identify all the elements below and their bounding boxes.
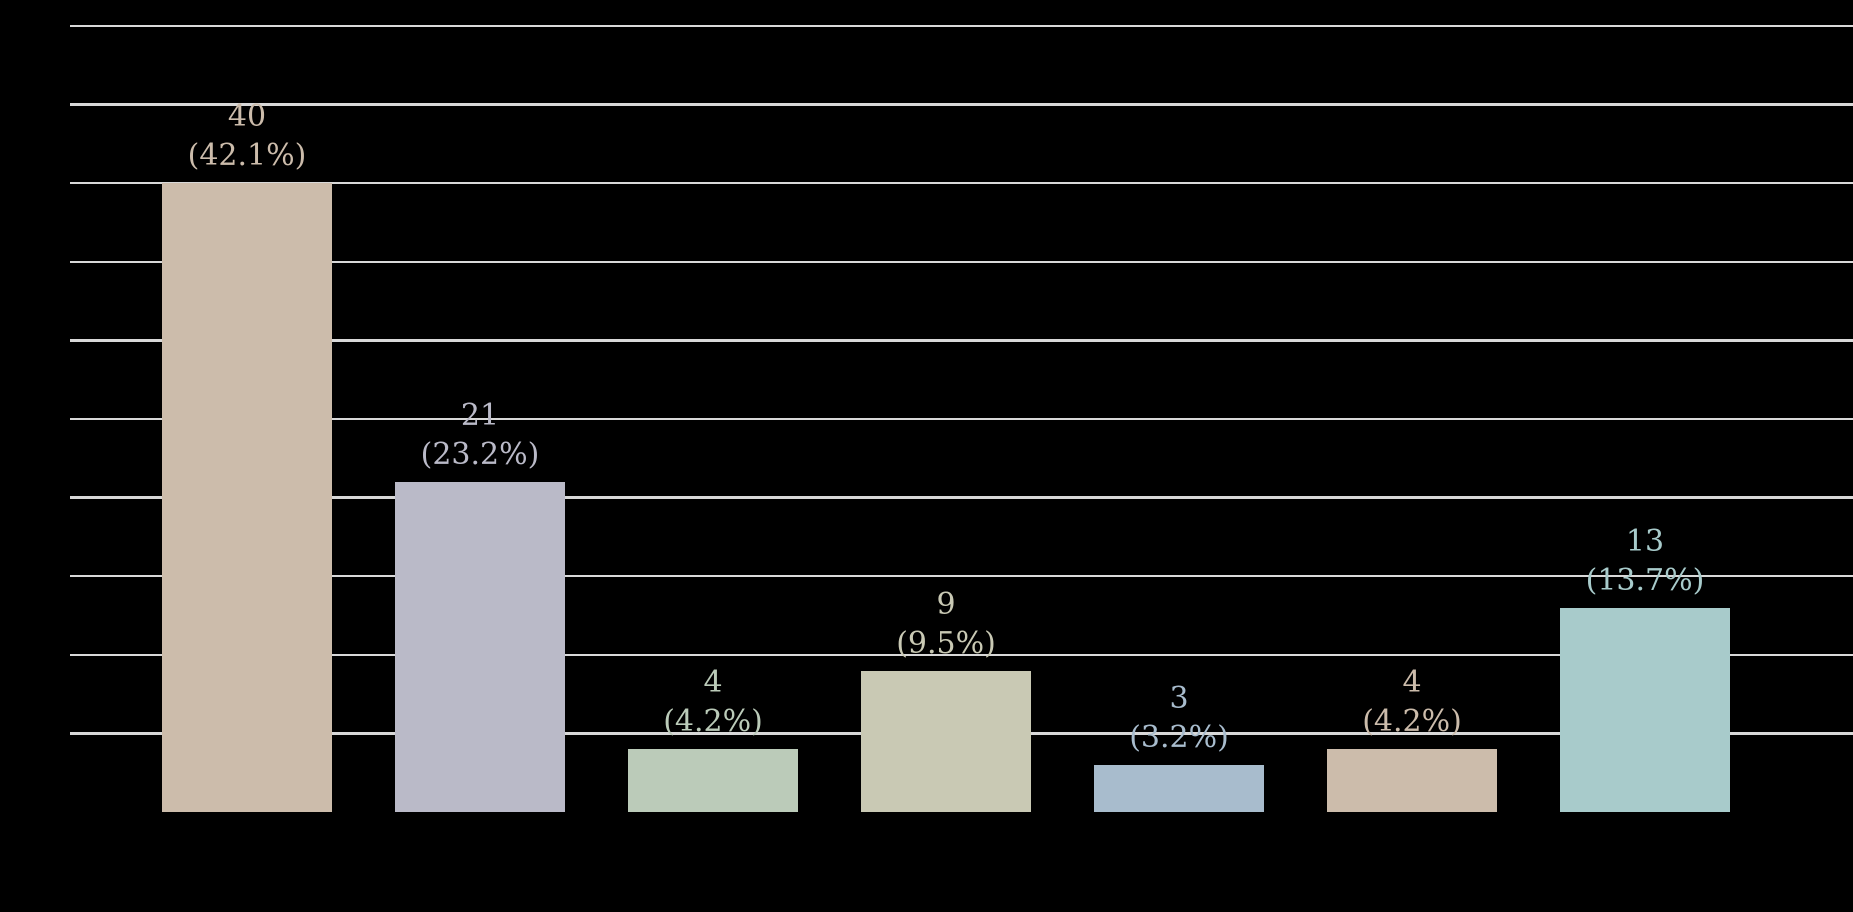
bar-value-label: 21 (23.2%) [421,396,540,474]
bar-7 [1560,607,1730,812]
bar-count-label: 40 [227,99,267,135]
bar-6 [1327,749,1497,812]
gridline [70,260,1853,264]
bar-percent-label: (23.2%) [420,436,540,472]
bar-count-label: 9 [936,586,956,622]
gridline [70,24,1853,28]
bar-count-label: 3 [1169,680,1189,716]
bar-percent-label: (4.2%) [663,704,763,740]
bar-percent-label: (4.2%) [1362,704,1462,740]
bar-2 [395,481,565,812]
bar-value-label: 9 (9.5%) [896,585,996,663]
bar-count-label: 21 [460,397,500,433]
bar-count-label: 13 [1625,523,1665,559]
gridline [70,417,1853,421]
bar-percent-label: (9.5%) [896,625,996,661]
bar-percent-label: (3.2%) [1129,719,1229,755]
bar-3 [628,749,798,812]
bar-value-label: 4 (4.2%) [1362,663,1462,741]
gridline [70,653,1853,657]
bar-value-label: 3 (3.2%) [1129,679,1229,757]
bar-count-label: 4 [703,665,723,701]
gridline [70,103,1853,106]
bar-4 [861,670,1031,812]
bar-percent-label: (42.1%) [187,138,307,174]
bar-value-label: 13 (13.7%) [1586,522,1705,600]
gridline [70,339,1853,342]
gridline [70,574,1853,578]
bar-count-label: 4 [1402,665,1422,701]
bar-value-label: 4 (4.2%) [663,663,763,741]
bar-value-label: 40 (42.1%) [188,97,307,175]
bar-5 [1094,764,1264,812]
gridline [70,181,1853,185]
gridline [70,496,1853,499]
bar-percent-label: (13.7%) [1585,562,1705,598]
bar-1 [162,183,332,812]
